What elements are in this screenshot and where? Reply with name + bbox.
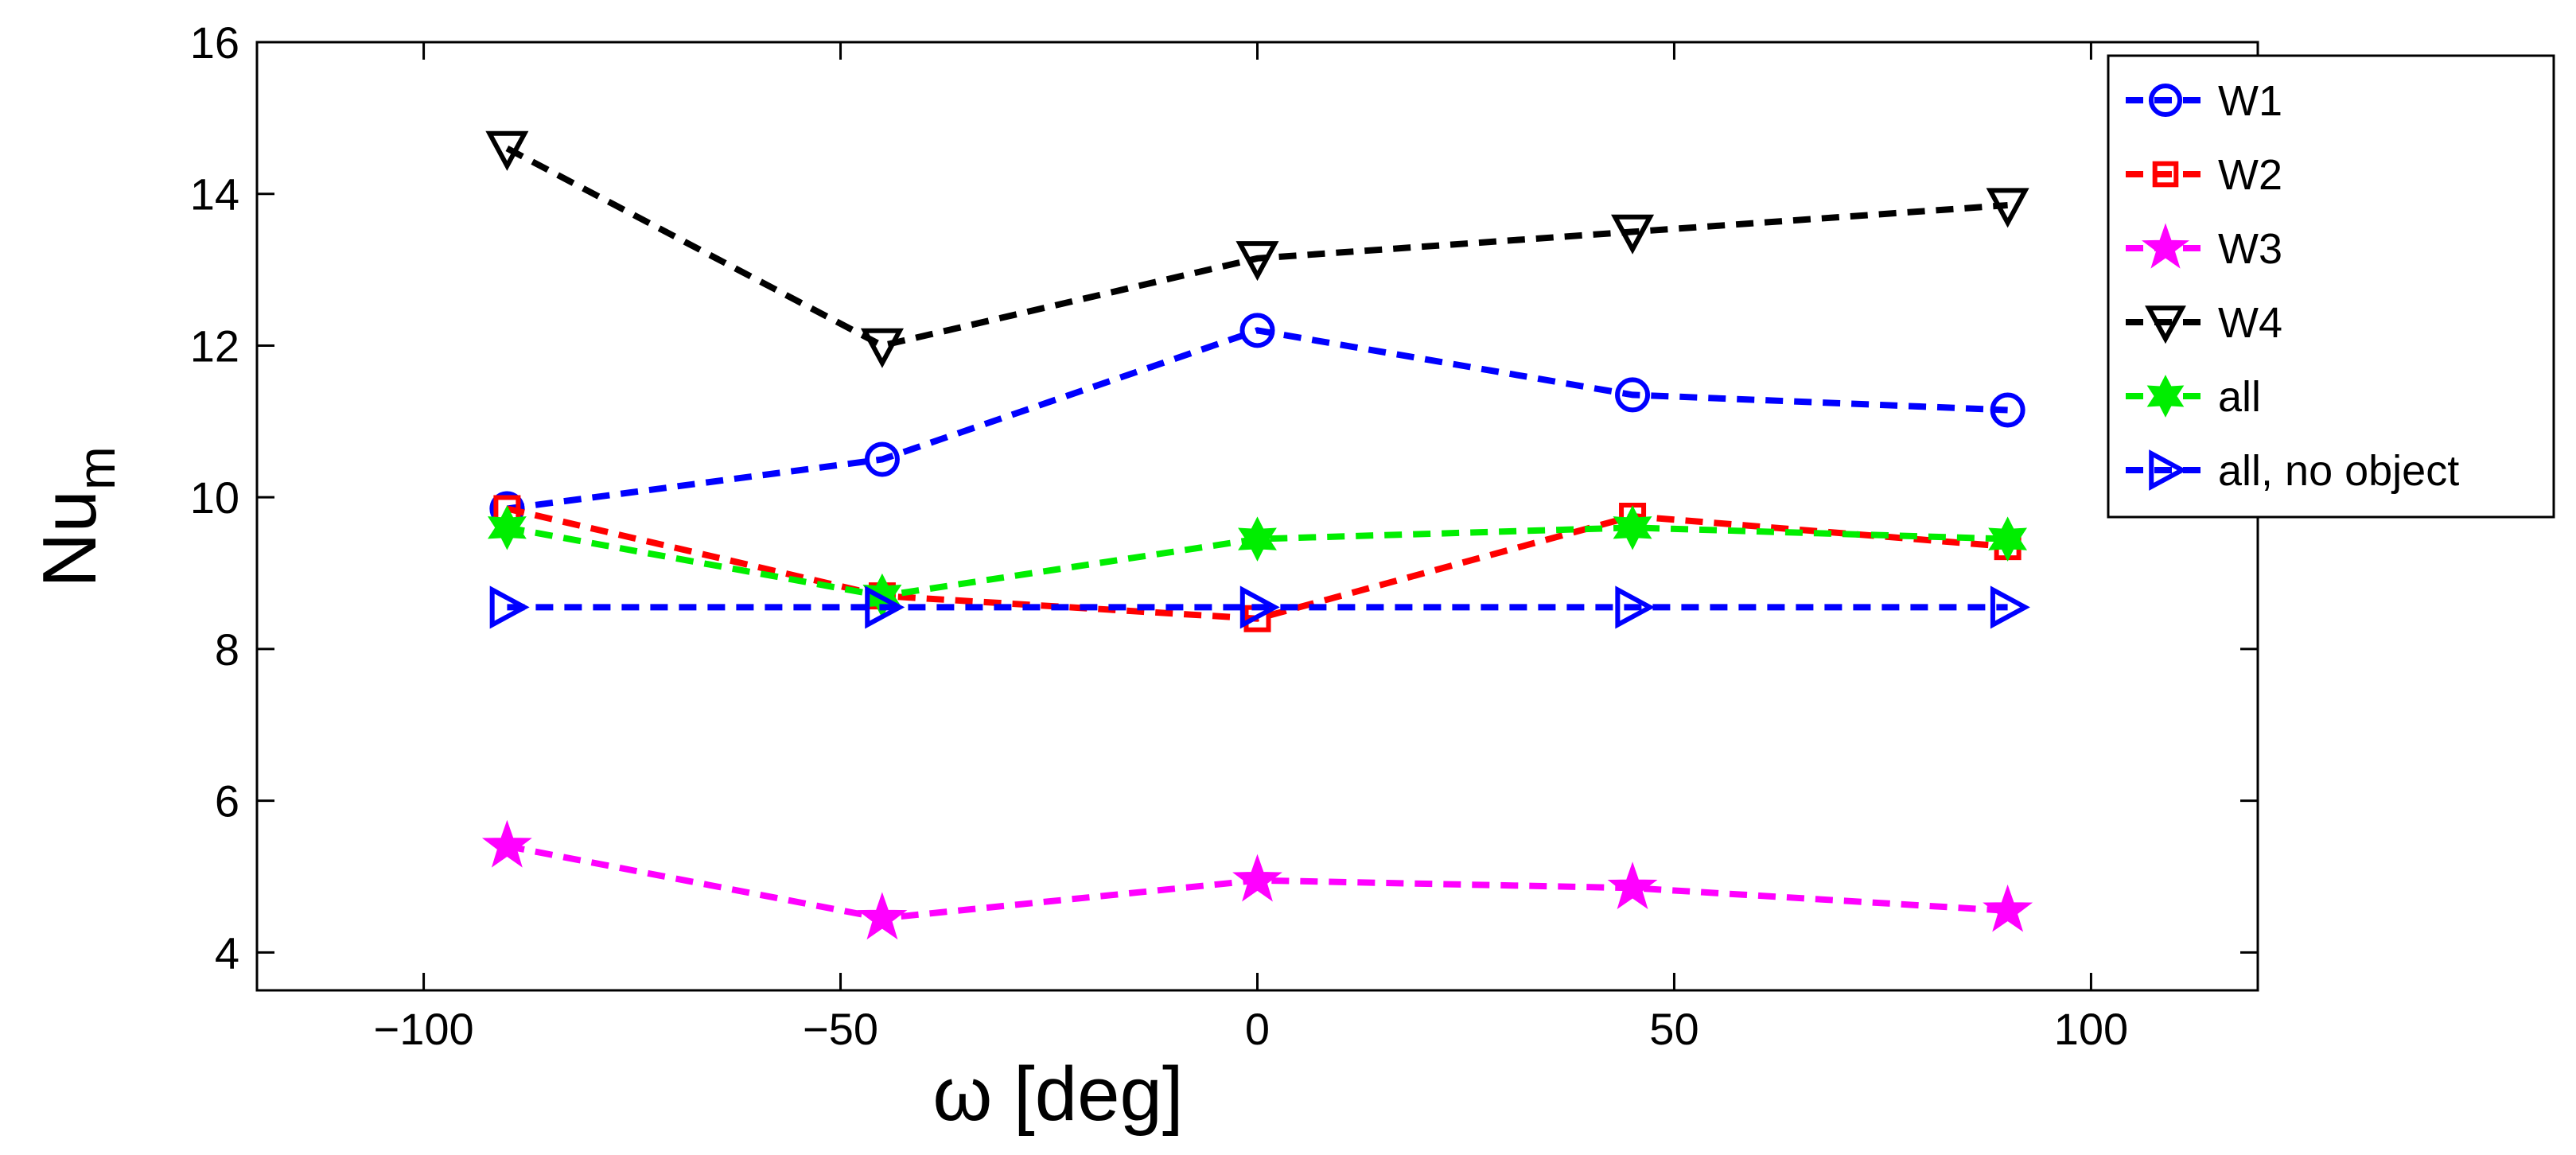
data-point-all-no-object	[489, 585, 530, 629]
y-tick-label: 6	[215, 776, 239, 826]
x-tick-label: 100	[2054, 1004, 2128, 1054]
legend-label: W4	[2218, 299, 2282, 347]
series-all-no-object	[489, 585, 2030, 629]
plot-area-frame	[255, 41, 2259, 992]
legend-item-w3: W3	[2126, 223, 2282, 273]
legend-item-w1: W1	[2126, 77, 2282, 125]
legend-label: W2	[2218, 151, 2282, 199]
legend-item-all-no-object: all, no object	[2126, 447, 2459, 495]
x-tick-label: −100	[374, 1004, 474, 1054]
legend-marker	[2149, 449, 2188, 491]
y-axis-title-subscript: m	[67, 446, 126, 490]
data-point-w4	[485, 130, 529, 171]
x-tick-label: 0	[1245, 1004, 1270, 1054]
y-tick-label: 16	[190, 18, 239, 68]
legend-item-w4: W4	[2126, 299, 2282, 347]
legend-marker	[2148, 83, 2183, 118]
legend-marker	[2152, 161, 2179, 188]
data-point-w4	[860, 328, 904, 368]
y-tick-label: 8	[215, 624, 239, 675]
legend-marker	[2146, 375, 2185, 418]
x-axis-title: ω [deg]	[932, 1052, 1183, 1137]
legend-box	[2107, 54, 2555, 519]
series-w1	[489, 313, 2025, 527]
legend-label: all	[2218, 373, 2261, 421]
y-tick-label: 14	[190, 169, 239, 220]
data-point-w4	[1235, 241, 1279, 282]
y-tick-label: 12	[190, 321, 239, 371]
data-point-all-no-object	[1239, 585, 1280, 629]
data-point-w1	[1239, 313, 1275, 348]
legend-marker	[2141, 223, 2190, 269]
data-point-all	[1613, 505, 1652, 550]
data-point-all	[487, 505, 527, 550]
x-tick-label: −50	[803, 1004, 878, 1054]
legend: W1 W2 W3 W4 all all, no object	[2107, 54, 2555, 519]
series-w3	[481, 819, 2033, 940]
data-point-all-no-object	[1615, 585, 1656, 629]
legend-label: W3	[2218, 225, 2282, 273]
series-line-w1	[506, 327, 2008, 512]
legend-item-all: all	[2126, 373, 2261, 421]
data-point-all	[1238, 516, 1277, 562]
y-axis-title: Num	[27, 446, 126, 588]
legend-label: W1	[2218, 77, 2282, 125]
data-point-w3	[1607, 861, 1658, 909]
data-point-w3	[481, 819, 532, 868]
legend-label: all, no object	[2218, 447, 2459, 495]
y-tick-label: 4	[215, 928, 239, 978]
axis-ticks: −100 −50 0 50 100 4 6 8 10 12 14 16	[190, 18, 2258, 1054]
data-point-w3	[1983, 884, 2033, 932]
y-tick-label: 10	[190, 472, 239, 523]
data-point-w4	[1611, 214, 1655, 255]
series-w4	[485, 130, 2029, 368]
data-point-all	[1988, 516, 2028, 562]
series-line-w4	[505, 145, 2008, 349]
legend-item-w2: W2	[2126, 151, 2282, 199]
series-layer	[481, 130, 2033, 940]
data-point-w4	[1986, 188, 2029, 228]
y-axis-title-main: Nu	[27, 490, 112, 588]
legend-marker	[2145, 305, 2186, 344]
data-point-w3	[1232, 854, 1282, 902]
data-point-w1	[864, 441, 900, 477]
data-point-w1	[1615, 377, 1651, 413]
x-tick-label: 50	[1649, 1004, 1699, 1054]
data-point-w3	[857, 892, 908, 940]
data-point-all-no-object	[865, 585, 905, 629]
data-point-w1	[1990, 392, 2025, 428]
data-point-all-no-object	[1990, 585, 2030, 629]
